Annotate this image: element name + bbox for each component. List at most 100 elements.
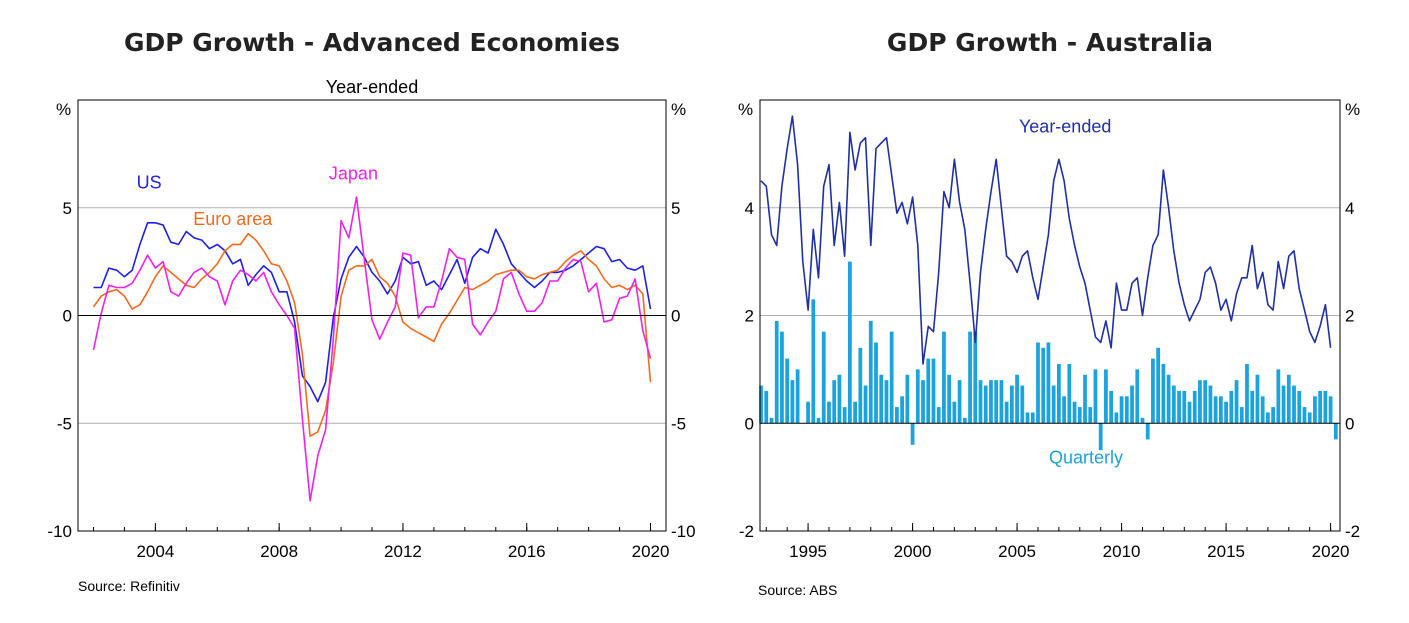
quarterly-bar	[806, 401, 810, 424]
quarterly-bar	[1302, 407, 1307, 424]
quarterly-bar	[1030, 412, 1035, 424]
quarterly-bar	[926, 358, 931, 424]
right-chart-xtick-label: 2005	[998, 542, 1036, 561]
quarterly-bar	[952, 401, 957, 424]
quarterly-bar	[847, 261, 852, 424]
quarterly-bar	[1140, 417, 1145, 424]
left-chart-xtick-label: 2008	[260, 542, 298, 561]
quarterly-bar	[1271, 407, 1275, 424]
right-chart-xtick-label: 2010	[1103, 542, 1141, 561]
source-note-left: Source: Refinitiv	[78, 578, 180, 594]
left-chart-frame	[77, 99, 667, 532]
quarterly-bar	[884, 380, 889, 424]
quarterly-bar	[936, 407, 941, 424]
quarterly-bar	[968, 331, 972, 424]
quarterly-bar	[1093, 369, 1098, 424]
quarterly-bar	[1255, 374, 1260, 424]
quarterly-bar	[1119, 396, 1124, 424]
left-chart-subtitle: Year-ended	[326, 77, 418, 97]
chart-title-advanced-economies: GDP Growth - Advanced Economies	[123, 28, 621, 57]
quarterly-bar	[769, 417, 774, 424]
quarterly-bar	[879, 374, 884, 424]
quarterly-bar	[1124, 396, 1129, 424]
right-chart-ytick-left: 0	[745, 414, 754, 433]
quarterly-bar	[1072, 401, 1077, 424]
quarterly-bar	[1041, 347, 1046, 424]
left-chart-ylabel-right: %	[671, 100, 686, 119]
quarterly-bar	[947, 374, 952, 424]
quarterly-bar	[842, 407, 847, 424]
left-chart-ytick-left: -5	[57, 414, 72, 433]
quarterly-bar	[1260, 396, 1265, 424]
quarterly-bar	[910, 423, 915, 445]
quarterly-bar	[1083, 374, 1087, 424]
left-chart-ytick-left: 0	[63, 307, 72, 326]
left-chart-ytick-right: -10	[671, 522, 696, 541]
quarterly-bar	[1276, 369, 1281, 424]
quarterly-bar	[994, 380, 999, 424]
left-chart-xtick-label: 2004	[136, 542, 174, 561]
quarterly-bar	[1292, 385, 1296, 424]
source-note-right: Source: ABS	[758, 582, 838, 598]
quarterly-bar	[874, 342, 878, 424]
quarterly-bar	[1009, 385, 1014, 424]
quarterly-bar	[780, 331, 784, 424]
quarterly-bar	[868, 320, 873, 424]
quarterly-bar	[1213, 396, 1218, 424]
quarterly-bar	[999, 380, 1004, 424]
quarterly-bar	[795, 369, 800, 424]
quarterly-bar	[1057, 363, 1061, 424]
quarterly-bar	[1318, 390, 1323, 424]
quarterly-bar	[1130, 385, 1134, 424]
quarterly-bar	[962, 417, 967, 424]
quarterly-bar	[811, 299, 816, 424]
quarterly-bar	[1046, 342, 1051, 424]
quarterly-bar	[1234, 380, 1239, 424]
left-chart-ytick-right: 0	[671, 307, 680, 326]
quarterly-bar	[1187, 401, 1192, 424]
quarterly-bar	[1171, 385, 1176, 424]
quarterly-bar	[832, 380, 837, 424]
quarterly-bar	[1203, 380, 1208, 424]
left-chart-ytick-right: 5	[671, 199, 680, 218]
quarterly-bar	[1208, 385, 1213, 424]
quarterly-bar	[853, 401, 857, 424]
quarterly-bar	[1313, 396, 1317, 424]
series-label-year-ended: Year-ended	[1019, 116, 1111, 136]
quarterly-bar	[1281, 385, 1286, 424]
right-chart-ytick-right: -2	[1345, 522, 1360, 541]
quarterly-bar	[1328, 396, 1333, 424]
quarterly-bar	[957, 380, 962, 424]
series-label-euro-area: Euro area	[193, 209, 273, 229]
left-chart-ytick-right: -5	[671, 414, 686, 433]
right-chart-ytick-right: 2	[1345, 307, 1354, 326]
series-line-euro-area	[92, 232, 652, 438]
series-label-japan: Japan	[329, 164, 378, 184]
quarterly-bar	[785, 358, 790, 424]
quarterly-bar	[1307, 412, 1312, 424]
quarterly-bar	[774, 320, 779, 424]
quarterly-bar	[921, 380, 925, 424]
quarterly-bar	[1109, 390, 1114, 424]
left-chart-xtick-label: 2012	[384, 542, 422, 561]
quarterly-bar	[973, 331, 978, 424]
quarterly-bar	[1218, 396, 1223, 424]
right-chart-xtick-label: 2020	[1312, 542, 1350, 561]
quarterly-bar	[1036, 342, 1040, 424]
quarterly-bar	[863, 385, 868, 424]
series-line-year-ended	[760, 115, 1332, 365]
left-chart-ylabel-left: %	[56, 100, 71, 119]
quarterly-bar	[821, 331, 826, 424]
quarterly-bar	[1286, 374, 1291, 424]
quarterly-bar	[1166, 374, 1171, 424]
series-label-quarterly: Quarterly	[1049, 448, 1123, 468]
quarterly-bar	[900, 396, 905, 424]
quarterly-bar	[1192, 390, 1197, 424]
quarterly-bar	[1161, 363, 1166, 424]
quarterly-bar	[790, 380, 795, 424]
quarterly-bar	[1224, 401, 1228, 424]
left-chart-xtick-label: 2020	[632, 542, 670, 561]
quarterly-bar	[1135, 369, 1140, 424]
series-line-japan	[92, 196, 652, 502]
quarterly-bar	[1266, 412, 1270, 424]
